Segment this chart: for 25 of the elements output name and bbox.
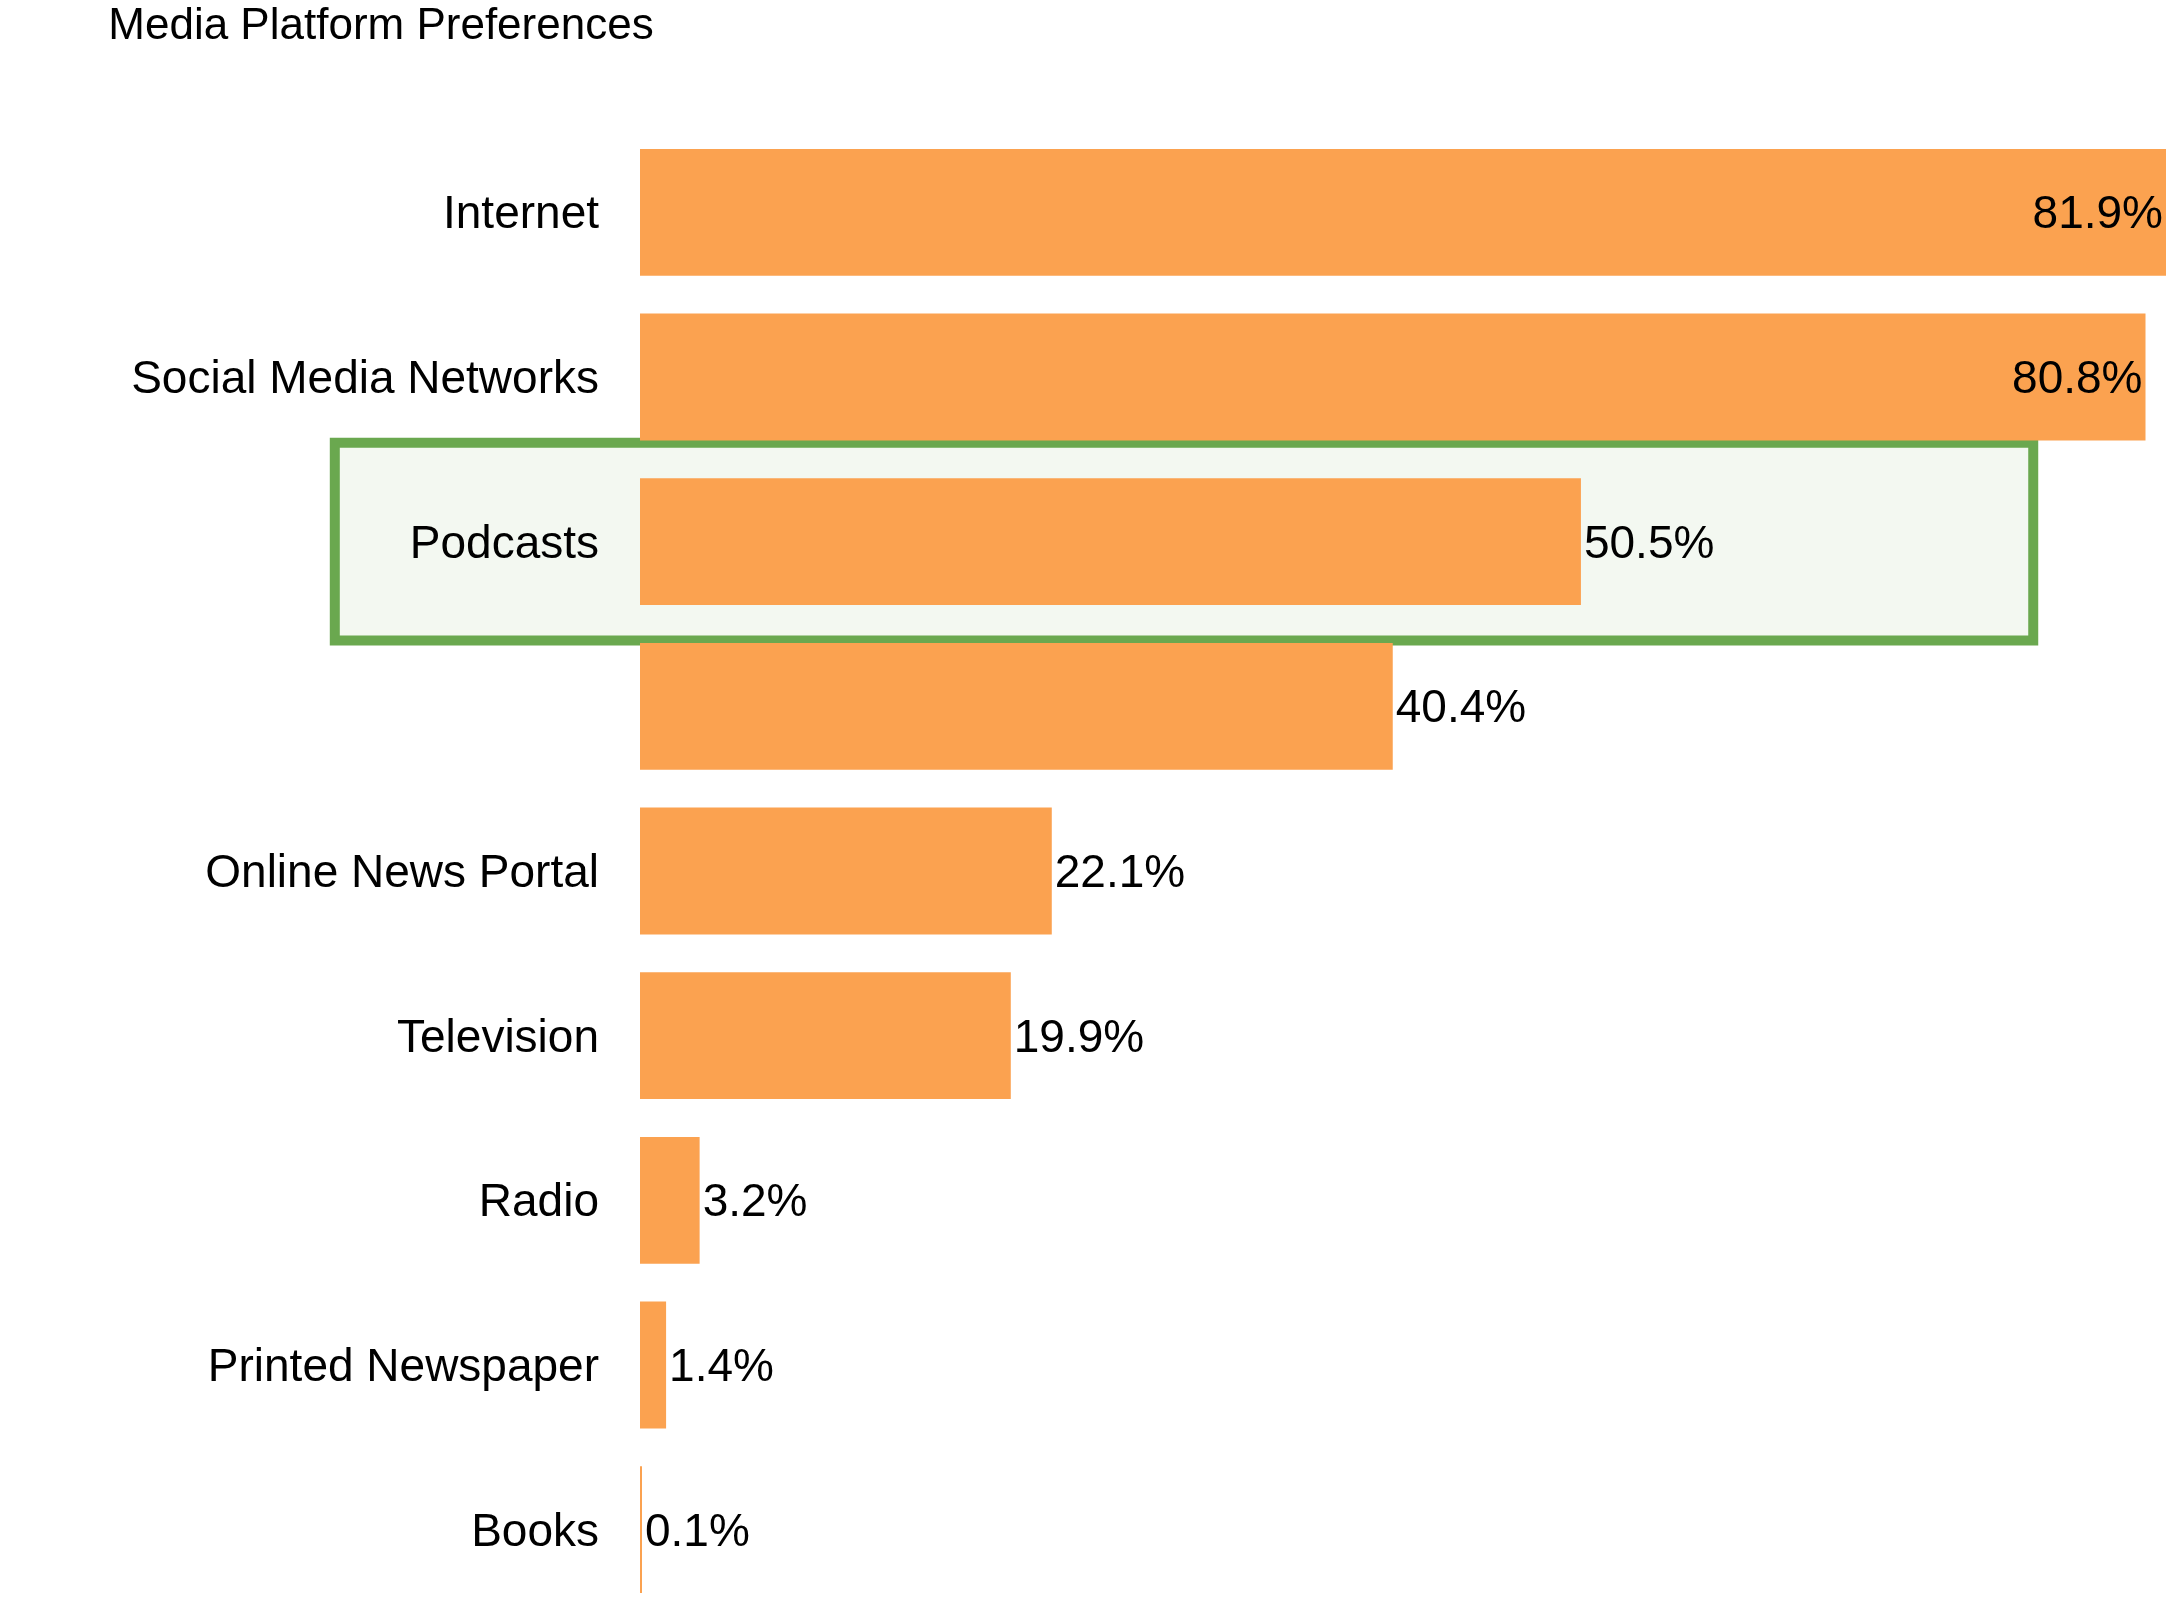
data-label: 19.9% [1013, 1009, 1145, 1062]
bar [640, 972, 1011, 1100]
y-tick-label: Online News Portal [205, 845, 599, 898]
y-tick-label: Books [471, 1503, 599, 1556]
data-label: 40.4% [1395, 680, 1527, 733]
data-label: 50.5% [1583, 515, 1715, 568]
data-label: 0.1% [645, 1503, 750, 1556]
data-label: 1.4% [669, 1339, 774, 1391]
data-label: 22.1% [1054, 845, 1186, 897]
y-tick-label: Social Media Networks [131, 351, 599, 404]
data-label: 80.8% [2012, 351, 2143, 403]
y-tick-label: Internet [443, 186, 600, 239]
data-label: 81.9% [2032, 186, 2163, 239]
bar [640, 1301, 667, 1429]
bar [640, 478, 1581, 606]
chart-title: Media Platform Preferences [108, 0, 654, 48]
data-label: 3.2% [702, 1174, 808, 1227]
y-tick-label: Printed Newspaper [207, 1339, 599, 1392]
y-tick-label: Radio [478, 1174, 599, 1227]
bar [640, 642, 1393, 770]
bar [640, 148, 2166, 276]
y-tick-label: Television [397, 1009, 599, 1062]
y-tick-label: Podcasts [409, 515, 599, 568]
bar [640, 807, 1052, 935]
bar [640, 1136, 700, 1264]
